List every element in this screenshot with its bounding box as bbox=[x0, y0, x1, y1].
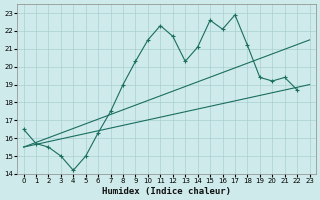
X-axis label: Humidex (Indice chaleur): Humidex (Indice chaleur) bbox=[102, 187, 231, 196]
